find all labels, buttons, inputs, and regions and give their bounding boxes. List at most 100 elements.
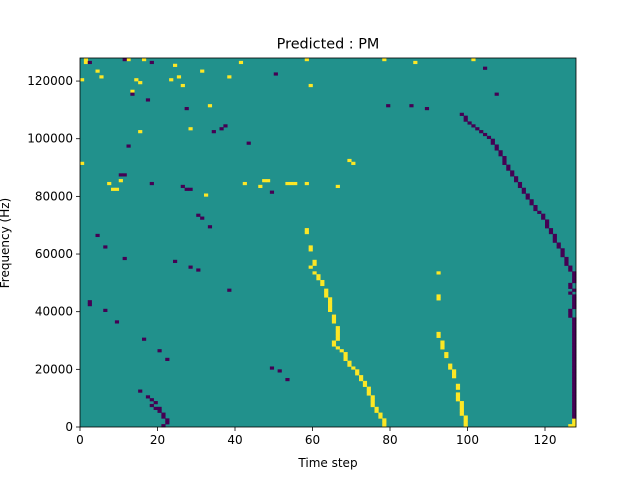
heatmap-cell-high xyxy=(289,181,294,186)
heatmap-cell-low xyxy=(556,245,561,249)
heatmap-cell-high xyxy=(347,360,352,364)
heatmap-cell-low xyxy=(545,219,550,223)
heatmap-cell-low xyxy=(572,386,577,390)
heatmap-cell-high xyxy=(99,75,104,79)
heatmap-cell-high xyxy=(138,130,143,134)
heatmap-cell-high xyxy=(324,288,329,292)
heatmap-cell-high xyxy=(285,181,290,186)
heatmap-cell-high xyxy=(320,279,325,284)
heatmap-cell-low xyxy=(165,357,170,361)
heatmap-cell-high xyxy=(83,60,89,65)
heatmap-cell-low xyxy=(529,202,534,206)
heatmap-cell-low xyxy=(521,187,526,191)
heatmap-cell-high xyxy=(339,349,344,353)
heatmap-background xyxy=(80,58,576,427)
heatmap-cell-high xyxy=(308,248,313,252)
heatmap-cell-high xyxy=(455,398,461,402)
heatmap-cell-low xyxy=(161,415,166,419)
heatmap-cell-high xyxy=(343,354,348,359)
heatmap-cell-low xyxy=(142,337,147,341)
heatmap-cell-low xyxy=(572,340,577,344)
x-tick-label: 60 xyxy=(305,433,320,447)
heatmap-cell-low xyxy=(572,354,577,359)
heatmap-cell-low xyxy=(564,256,569,261)
heatmap-cell-low xyxy=(572,392,577,396)
heatmap-cell-low xyxy=(153,406,158,410)
heatmap-cell-low xyxy=(572,389,577,393)
heatmap-cell-low xyxy=(87,60,92,65)
heatmap-cell-low xyxy=(568,308,573,312)
heatmap-cell-low xyxy=(572,305,577,310)
heatmap-cell-high xyxy=(107,181,112,186)
y-tick-label: 100000 xyxy=(27,132,73,146)
heatmap-cell-low xyxy=(269,366,275,370)
heatmap-cell-low xyxy=(196,268,201,272)
heatmap-cell-low xyxy=(517,181,523,186)
heatmap-cell-high xyxy=(459,409,464,413)
heatmap-cell-low xyxy=(269,190,275,194)
heatmap-cell-low xyxy=(572,375,577,379)
heatmap-cell-low xyxy=(568,268,573,272)
heatmap-cell-high xyxy=(304,230,309,235)
heatmap-cell-low xyxy=(157,406,162,410)
heatmap-cell-low xyxy=(506,167,511,171)
chart-title: Predicted : PM xyxy=(277,37,380,53)
heatmap-cell-high xyxy=(335,331,340,336)
heatmap-cell-high xyxy=(312,262,317,266)
heatmap-cell-low xyxy=(467,121,472,125)
heatmap-cell-high xyxy=(459,412,464,416)
heatmap-cell-high xyxy=(382,58,387,62)
heatmap-cell-low xyxy=(479,130,484,134)
heatmap-cell-high xyxy=(370,398,375,402)
heatmap-cell-high xyxy=(463,415,468,419)
heatmap-cell-high xyxy=(452,375,457,379)
heatmap-cell-high xyxy=(204,193,209,197)
heatmap-cell-low xyxy=(188,265,193,269)
heatmap-cell-high xyxy=(180,83,185,88)
heatmap-cell-high xyxy=(320,282,325,287)
heatmap-cell-low xyxy=(572,271,577,275)
heatmap-cell-low xyxy=(409,104,414,108)
heatmap-cell-low xyxy=(149,403,154,408)
heatmap-cell-low xyxy=(118,173,123,177)
heatmap-cell-low xyxy=(502,156,507,160)
heatmap-cell-high xyxy=(176,75,182,79)
heatmap-cell-low xyxy=(548,230,554,235)
heatmap-cell-low xyxy=(246,141,251,145)
heatmap-cell-low xyxy=(498,153,503,157)
heatmap-cell-low xyxy=(510,170,515,174)
heatmap-cell-high xyxy=(335,328,340,333)
heatmap-cell-high xyxy=(266,179,271,183)
heatmap-cell-low xyxy=(552,233,557,238)
heatmap-cell-low xyxy=(122,256,127,261)
heatmap-cell-low xyxy=(572,401,577,405)
heatmap-cell-high xyxy=(359,375,364,379)
heatmap-cell-low xyxy=(494,147,499,151)
heatmap-cell-low xyxy=(424,107,430,111)
heatmap-cell-low xyxy=(572,323,577,327)
heatmap-cell-high xyxy=(142,58,147,62)
heatmap-cell-low xyxy=(502,158,507,163)
heatmap-cell-high xyxy=(374,409,379,413)
heatmap-cell-low xyxy=(568,265,573,269)
heatmap-cell-low xyxy=(184,107,189,111)
heatmap-cell-high xyxy=(459,406,464,410)
heatmap-cell-low xyxy=(572,317,577,321)
heatmap-cell-low xyxy=(463,115,468,119)
heatmap-cell-low xyxy=(541,216,546,220)
y-axis: 0 20000 40000 60000 80000 100000 120000 xyxy=(27,74,80,434)
heatmap-cell-low xyxy=(285,377,290,382)
y-tick-label: 60000 xyxy=(35,247,73,261)
heatmap-cell-high xyxy=(335,337,340,341)
heatmap-cell-high xyxy=(455,395,461,399)
heatmap-cell-low xyxy=(525,196,530,200)
heatmap-cell-low xyxy=(568,282,573,287)
heatmap-cell-high xyxy=(238,60,244,65)
heatmap-cell-high xyxy=(374,406,379,410)
heatmap-cell-low xyxy=(103,245,108,249)
heatmap-cell-low xyxy=(572,343,577,347)
heatmap-cell-high xyxy=(335,334,340,338)
heatmap-cell-low xyxy=(572,369,577,373)
heatmap-cell-low xyxy=(149,181,154,186)
heatmap-cell-high xyxy=(436,294,441,298)
